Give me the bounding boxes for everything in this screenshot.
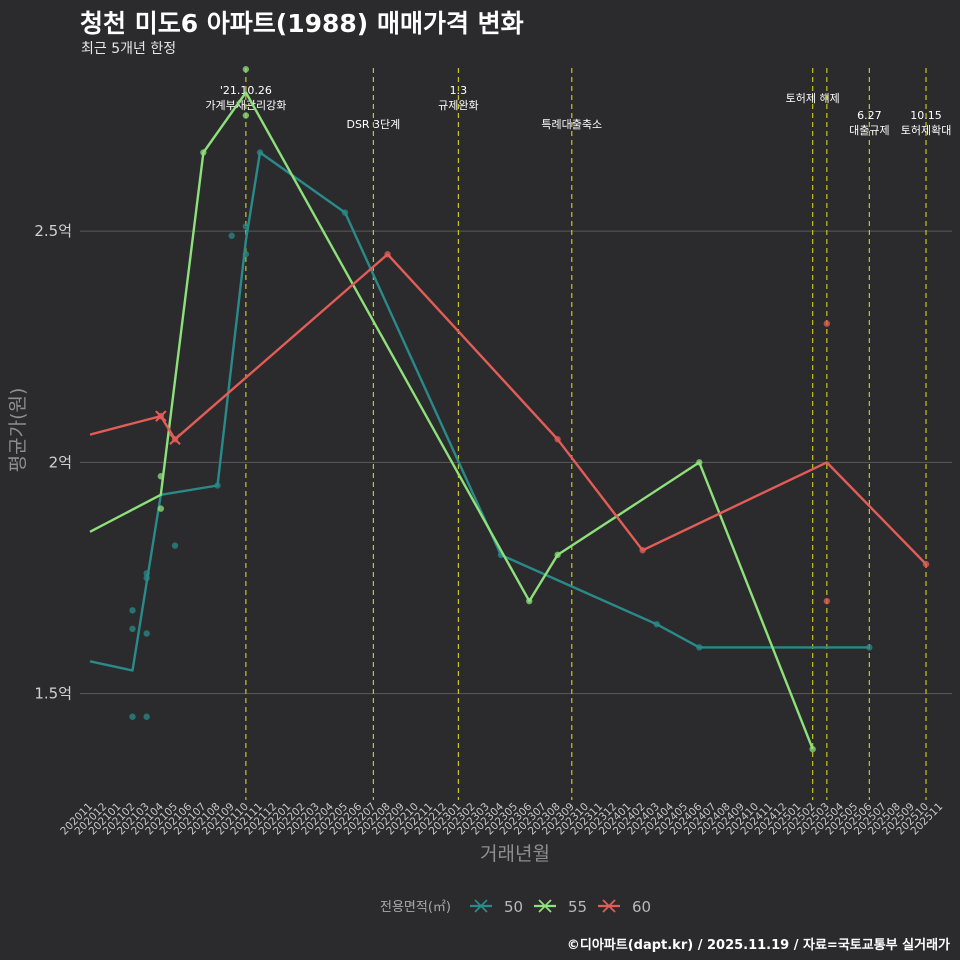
event-annotation: 특례대출축소 bbox=[541, 118, 602, 131]
series-55-point bbox=[554, 551, 561, 559]
legend-label-60: 60 bbox=[632, 898, 651, 916]
legend-label-50: 50 bbox=[504, 898, 523, 916]
y-axis-title: 평균가(원) bbox=[7, 388, 29, 473]
gridlines bbox=[80, 230, 952, 695]
series-55-point bbox=[157, 473, 165, 480]
legend-title: 전용면적(㎡) bbox=[380, 900, 451, 915]
series-50-point bbox=[256, 149, 264, 156]
series-60-point bbox=[639, 547, 646, 554]
y-tick-label: 2억 bbox=[49, 453, 72, 471]
series-50-point bbox=[129, 607, 136, 614]
legend-key-cross-50 bbox=[474, 899, 488, 913]
x-axis-title: 거래년월 bbox=[480, 843, 550, 865]
source-caption: ©디아파트(dapt.kr) / 2025.11.19 / 자료=국토교통부 실… bbox=[566, 938, 950, 953]
series-55-point bbox=[242, 112, 250, 119]
series-55-point bbox=[242, 66, 250, 73]
series-layer bbox=[89, 66, 930, 753]
series-50-point bbox=[143, 570, 150, 577]
series-50-point bbox=[242, 223, 250, 230]
series-50-point bbox=[129, 713, 136, 720]
series-60-point bbox=[823, 320, 831, 327]
series-50-point bbox=[129, 625, 136, 633]
event-annotation: 대출규제 bbox=[849, 124, 889, 137]
series-50-point bbox=[696, 644, 703, 651]
y-tick-label: 2.5억 bbox=[34, 222, 72, 240]
series-50-point bbox=[653, 621, 660, 628]
chart-title: 청천 미도6 아파트(1988) 매매가격 변화 bbox=[80, 9, 524, 38]
event-annotation: 토허제 해제 bbox=[786, 91, 840, 105]
event-annotation: DSR 3단계 bbox=[346, 118, 400, 131]
event-annotation: 1.3 bbox=[450, 84, 468, 97]
legend-key-cross-60 bbox=[602, 899, 616, 913]
series-55-line bbox=[89, 91, 814, 750]
series-60-point bbox=[823, 597, 831, 605]
series-60-point bbox=[384, 251, 391, 258]
series-55-point bbox=[157, 505, 165, 512]
series-50-point bbox=[143, 713, 150, 720]
y-tick-label: 1.5억 bbox=[34, 685, 72, 703]
series-55-point bbox=[200, 149, 207, 156]
series-60-cross-marker bbox=[169, 433, 181, 445]
series-50-point bbox=[143, 574, 150, 582]
legend-label-55: 55 bbox=[568, 898, 587, 916]
legend: 전용면적(㎡) 50 55 60 bbox=[380, 898, 651, 916]
event-annotation: 토허제확대 bbox=[901, 124, 952, 137]
event-annotation: 가계부채관리강화 bbox=[205, 99, 286, 112]
legend-key-cross-55 bbox=[538, 899, 552, 913]
event-annotation: '21.10.26 bbox=[220, 84, 272, 97]
series-60-point bbox=[922, 560, 930, 568]
event-annotation: 6.27 bbox=[857, 109, 882, 122]
series-50-point bbox=[171, 542, 179, 549]
series-50-point bbox=[341, 209, 349, 216]
series-55-point bbox=[526, 597, 533, 605]
event-annotation: 규제완화 bbox=[438, 99, 478, 112]
series-50-point bbox=[228, 232, 235, 239]
series-60-cross-marker bbox=[155, 410, 167, 422]
series-50-point bbox=[214, 482, 221, 489]
series-50-point bbox=[143, 630, 150, 637]
series-50-point bbox=[866, 644, 873, 651]
axes: 1.5억2억2.5억202011202012202101202102202103… bbox=[34, 222, 945, 837]
series-55-point bbox=[809, 745, 816, 753]
series-60-line bbox=[89, 253, 927, 565]
series-60-point bbox=[554, 436, 561, 443]
series-50-point bbox=[242, 251, 250, 258]
chart-subtitle: 최근 5개년 한정 bbox=[81, 41, 177, 57]
event-annotation: 10.15 bbox=[910, 109, 942, 122]
series-55-point bbox=[696, 459, 703, 466]
